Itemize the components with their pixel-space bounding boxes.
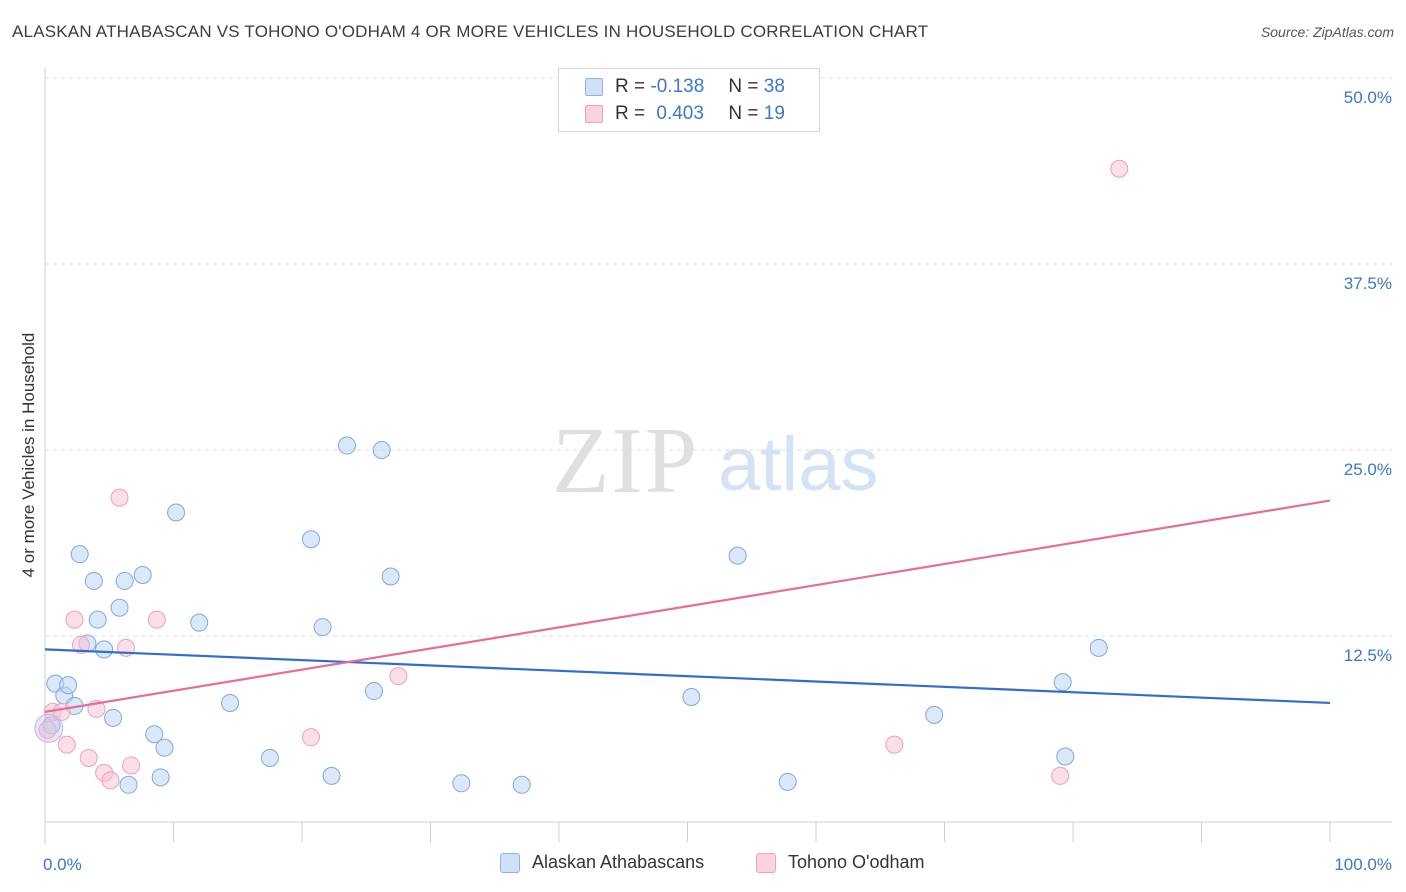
- y-tick-label: 12.5%: [1344, 646, 1392, 665]
- athabascan-point: [364, 682, 383, 701]
- athabascan-point: [95, 640, 114, 659]
- athabascan-point: [778, 772, 797, 791]
- x-tick-label: 100.0%: [1334, 855, 1392, 874]
- tohono-point: [57, 735, 76, 754]
- x-tick-label: 0.0%: [43, 855, 82, 874]
- tohono-point: [1110, 159, 1129, 178]
- watermark: ZIP atlas: [552, 409, 879, 513]
- legend-r-label: R =: [615, 76, 646, 97]
- athabascan-point: [167, 503, 186, 522]
- athabascan-point: [322, 766, 341, 785]
- athabascan-trend-line: [44, 648, 1331, 705]
- athabascan-point: [452, 774, 471, 793]
- athabascan-point: [110, 598, 129, 617]
- athabascan-point: [728, 546, 747, 565]
- legend-n-label: N =: [728, 76, 759, 97]
- tohono-point: [122, 756, 141, 775]
- athabascan-point: [372, 441, 391, 459]
- chart-title: ALASKAN ATHABASCAN VS TOHONO O'ODHAM 4 O…: [12, 22, 929, 41]
- athabascan-point: [145, 725, 164, 744]
- source-label: Source: ZipAtlas.com: [1260, 24, 1394, 40]
- legend-n-label: N =: [728, 103, 759, 124]
- watermark-atlas: atlas: [718, 422, 879, 507]
- athabascan-point: [381, 567, 400, 586]
- athabascan-point: [70, 545, 89, 564]
- athabascan-point: [260, 749, 279, 768]
- series-legend-athabascan: Alaskan Athabascans: [500, 852, 704, 873]
- tohono-point: [101, 771, 120, 790]
- athabascan-point: [221, 693, 240, 712]
- athabascan-point: [512, 775, 531, 794]
- tohono-point: [389, 667, 408, 686]
- legend-n-value: 38: [763, 76, 785, 97]
- y-tick-label: 25.0%: [1344, 460, 1392, 479]
- points-layer: [34, 159, 1129, 794]
- athabascan-point: [1053, 673, 1072, 692]
- athabascan-point: [88, 610, 107, 629]
- legend-row-athabascan: R = -0.138 N = 38: [585, 75, 785, 99]
- legend-r-value: 0.403: [656, 103, 704, 124]
- y-tick-label: 50.0%: [1344, 88, 1392, 107]
- legend-n-value: 19: [763, 103, 785, 124]
- correlation-legend: R = -0.138 N = 38 R = 0.403 N = 19: [558, 68, 820, 132]
- tick-label-layer: 12.5% 25.0% 37.5% 50.0% 0.0% 100.0%: [43, 88, 1392, 874]
- legend-r-value: -0.138: [650, 76, 705, 97]
- tohono-point: [38, 720, 57, 739]
- athabascan-point: [337, 436, 356, 455]
- athabascan-point: [151, 768, 170, 787]
- legend-swatch-athabascan: [585, 78, 603, 96]
- grid-layer: [45, 77, 1392, 637]
- axis-layer: [44, 68, 1392, 844]
- athabascan-point: [682, 688, 701, 707]
- athabascan-point: [84, 571, 103, 590]
- tohono-point: [1051, 766, 1070, 785]
- athabascan-point: [313, 618, 332, 637]
- tohono-point: [65, 610, 84, 629]
- series-legend: Alaskan Athabascans Tohono O'odham: [0, 852, 1406, 876]
- tohono-point: [79, 749, 98, 768]
- athabascan-point: [301, 530, 320, 549]
- athabascan-point: [155, 738, 174, 757]
- legend-swatch-tohono: [585, 105, 603, 123]
- athabascan-point: [1089, 638, 1108, 657]
- tohono-point: [110, 488, 129, 507]
- tohono-point: [301, 728, 320, 747]
- series-label-athabascan: Alaskan Athabascans: [532, 852, 705, 872]
- series-legend-tohono: Tohono O'odham: [756, 852, 925, 873]
- watermark-zip: ZIP: [552, 409, 699, 513]
- tohono-point: [71, 635, 90, 654]
- legend-r-label: R =: [615, 103, 646, 124]
- athabascan-point: [925, 705, 944, 724]
- tohono-point: [885, 735, 904, 754]
- athabascan-point: [133, 565, 152, 584]
- legend-row-tohono: R = 0.403 N = 19: [585, 102, 785, 126]
- tohono-point: [147, 610, 166, 629]
- athabascan-point: [1056, 747, 1075, 766]
- athabascan-point: [59, 676, 78, 695]
- trend-layer: [44, 499, 1331, 713]
- series-swatch-athabascan: [500, 852, 520, 873]
- series-label-tohono: Tohono O'odham: [788, 852, 925, 872]
- athabascan-point: [190, 613, 209, 632]
- athabascan-point: [115, 571, 134, 590]
- athabascan-point: [104, 708, 123, 727]
- y-axis-label: 4 or more Vehicles in Household: [19, 333, 38, 578]
- overlap-point: [34, 713, 64, 743]
- tohono-trend-line: [44, 499, 1331, 713]
- athabascan-point: [119, 775, 138, 794]
- series-swatch-tohono: [756, 852, 776, 873]
- y-tick-label: 37.5%: [1344, 274, 1392, 293]
